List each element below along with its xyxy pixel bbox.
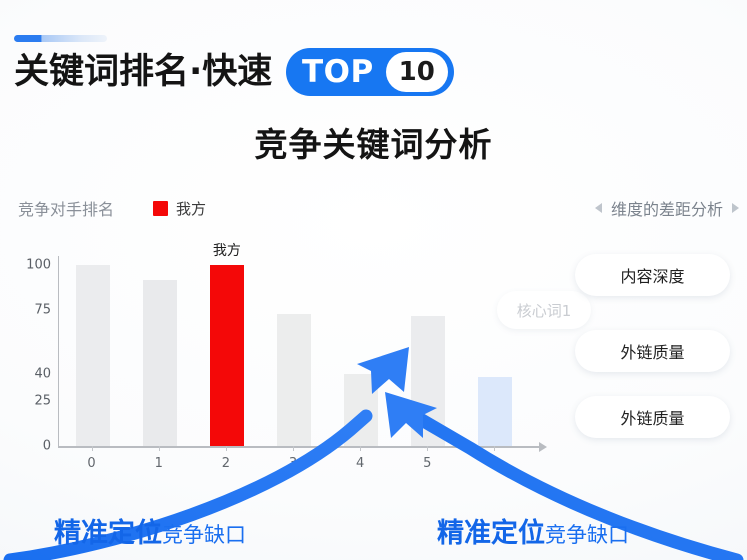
x-axis-tick-mark xyxy=(293,446,294,451)
x-axis-tick: 2 xyxy=(221,456,230,471)
page-subtitle: 竞争关键词分析 xyxy=(254,125,493,164)
x-axis-tick: 5 xyxy=(423,456,432,471)
y-axis-tick: 100 xyxy=(26,257,51,273)
dimension-pill-label: 内容深度 xyxy=(620,267,685,286)
x-axis-tick-mark xyxy=(158,446,160,451)
bar xyxy=(344,373,379,446)
x-axis-tick-mark xyxy=(427,446,429,451)
chart-x-axis xyxy=(58,442,547,452)
ghost-pill-label: 核心词1 xyxy=(516,301,572,320)
y-axis-tick: 0 xyxy=(42,438,51,454)
y-axis-tick: 75 xyxy=(34,302,51,318)
x-axis-arrow-icon xyxy=(539,442,547,452)
dimension-header-label: 维度的差距分析 xyxy=(610,200,723,219)
bar xyxy=(478,377,513,446)
caption-left: 精准定位 竞争缺口 xyxy=(54,511,246,550)
caption-sub: 竞争缺口 xyxy=(162,523,246,547)
title-row: 关键词排名·快速 xyxy=(14,46,272,98)
top-badge-label: TOP xyxy=(302,53,374,90)
dimension-pill-3[interactable]: 外链质量 xyxy=(575,396,730,438)
dimension-pill-2[interactable]: 外链质量 xyxy=(575,330,730,372)
dimension-pill-label: 外链质量 xyxy=(620,409,685,428)
legend-label: 我方 xyxy=(176,199,207,218)
bar xyxy=(411,315,446,446)
x-axis-tick-mark xyxy=(225,446,227,451)
caption-sub: 竞争缺口 xyxy=(545,523,629,547)
bar-highlight: 我方 xyxy=(209,243,244,446)
x-axis-tick-mark xyxy=(494,446,496,451)
x-axis-tick-mark xyxy=(91,446,93,451)
bar xyxy=(142,279,177,446)
x-axis-tick: 4 xyxy=(356,456,365,471)
bar-highlight-label: 我方 xyxy=(212,243,241,260)
bar-chart: 100 75 40 25 0 我方 0 1 2 3 4 5 5 xyxy=(10,243,547,478)
dimension-header: 维度的差距分析 xyxy=(594,196,739,220)
triangle-left-icon xyxy=(594,203,602,213)
dimension-pill-1[interactable]: 内容深度 xyxy=(575,254,730,296)
caption-right: 精准定位 竞争缺口 xyxy=(437,511,629,550)
x-axis-tick: 0 xyxy=(87,456,96,471)
chart-left-label: 竞争对手排名 xyxy=(18,200,115,219)
x-axis-tick: 3 xyxy=(288,456,298,471)
x-axis-tick: 1 xyxy=(154,456,163,471)
x-axis-tick: 5 xyxy=(490,456,499,471)
caption-strong: 精准定位 xyxy=(437,518,545,549)
chart-plot-area: 100 75 40 25 0 我方 xyxy=(26,243,529,454)
top-badge: TOP 10 xyxy=(286,48,454,96)
bar xyxy=(75,265,110,446)
page-title: 关键词排名·快速 xyxy=(14,52,273,92)
dimension-pill-label: 外链质量 xyxy=(620,343,685,362)
progress-bar-icon xyxy=(14,35,107,42)
triangle-right-icon xyxy=(732,203,739,213)
legend-item-my-side: 我方 xyxy=(153,198,206,219)
x-axis-tick-mark xyxy=(360,446,362,451)
legend-swatch-icon xyxy=(153,200,169,216)
top-badge-count: 10 xyxy=(385,52,448,92)
y-axis-tick: 25 xyxy=(34,393,51,409)
bar xyxy=(277,313,311,446)
chart-legend-row: 竞争对手排名 我方 xyxy=(18,196,206,220)
caption-strong: 精准定位 xyxy=(54,518,162,549)
ghost-pill-core-keyword: 核心词1 xyxy=(497,291,591,329)
y-axis-tick: 40 xyxy=(34,366,51,382)
